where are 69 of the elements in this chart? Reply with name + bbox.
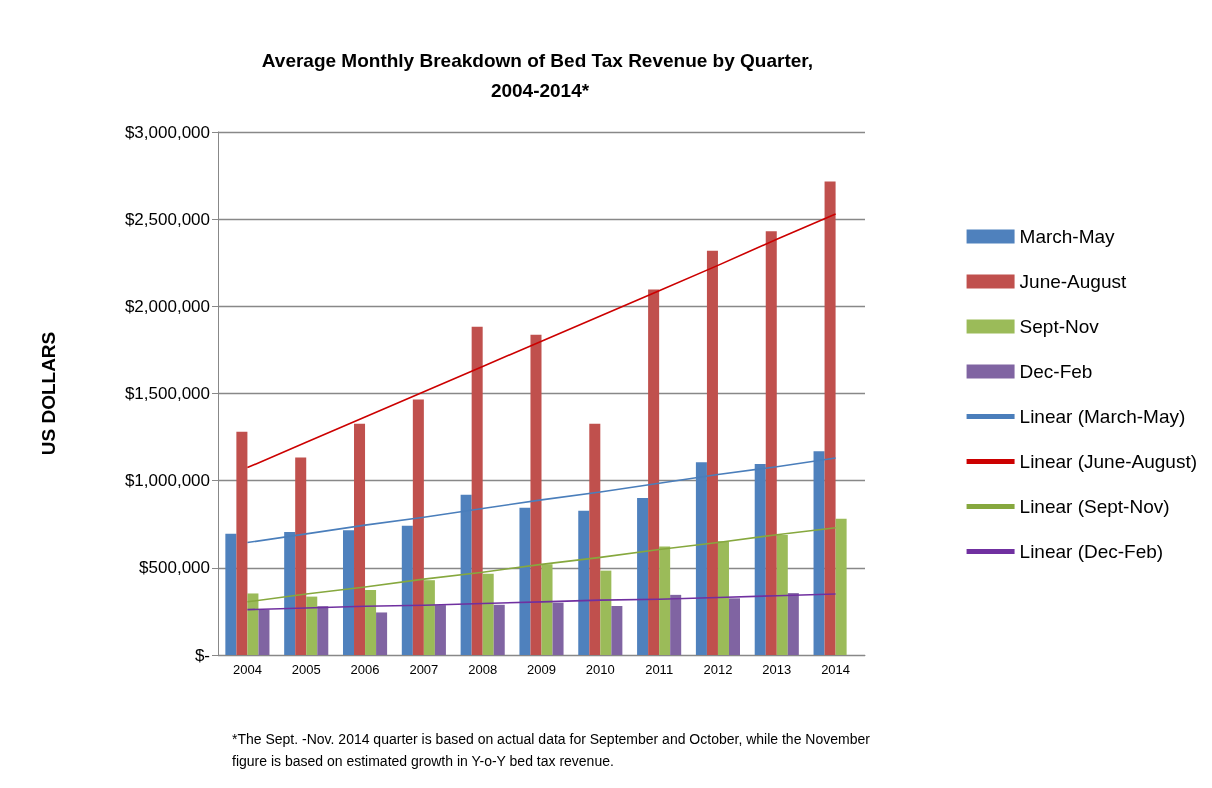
- bar: [471, 326, 483, 655]
- bar: [728, 598, 741, 655]
- x-tick-label: 2011: [645, 662, 674, 677]
- bar: [835, 518, 847, 655]
- bar: [541, 564, 553, 655]
- y-axis-title: US DOLLARS: [38, 331, 59, 456]
- bar: [765, 231, 777, 655]
- bar: [247, 593, 259, 655]
- bar: [365, 589, 377, 655]
- bar: [717, 541, 729, 655]
- x-tick-label: 2009: [527, 662, 556, 677]
- legend-label: Linear (Dec-Feb): [1019, 541, 1164, 562]
- bar: [589, 423, 601, 655]
- x-tick-label: 2007: [409, 662, 439, 677]
- chart-title: Average Monthly Breakdown of Bed Tax Revenue by Quarter, 2004-2014*: [261, 49, 819, 101]
- bar: [530, 334, 542, 655]
- x-tick-label: 2012: [703, 662, 733, 677]
- line-series: [246, 593, 837, 611]
- bar: [493, 604, 505, 655]
- y-tick-label: $1,000,000: [124, 471, 210, 491]
- x-tick-label: 2010: [585, 662, 615, 677]
- bar: [552, 602, 564, 655]
- x-tick-label: 2014: [821, 662, 851, 677]
- legend-label: June-August: [1019, 271, 1127, 292]
- y-tick-label: $2,500,000: [124, 209, 210, 229]
- legend-label: Linear (March-May): [1019, 406, 1186, 427]
- legend-label: March-May: [1019, 226, 1116, 247]
- x-tick-label: 2004: [232, 662, 262, 677]
- bar: [659, 546, 671, 655]
- bar: [482, 573, 494, 655]
- text: *The Sept. -Nov. 2014 quarter is based on actual data for September and October, while the November figure is based on estimated growth in Y-o-Y bed tax revenue.: [232, 731, 874, 769]
- bar: [670, 594, 682, 655]
- x-tick-label: 2005: [291, 662, 321, 677]
- bar: [225, 533, 237, 655]
- bar: [258, 609, 270, 655]
- x-tick-label: 2006: [350, 662, 380, 677]
- y-tick-label: $1,500,000: [124, 384, 210, 403]
- bar: [306, 596, 318, 655]
- bar: [317, 606, 329, 655]
- bar: [354, 423, 366, 655]
- bar: [295, 457, 307, 655]
- x-tick-label: 2008: [468, 662, 498, 677]
- y-tick-label: $2,000,000: [124, 296, 210, 316]
- y-tick-label: $-: [194, 645, 210, 665]
- bar: [578, 510, 590, 655]
- bar: [611, 606, 623, 655]
- bar: [376, 612, 388, 655]
- bar: [787, 593, 799, 655]
- y-tick-label: $500,000: [139, 558, 210, 578]
- bar: [434, 605, 446, 655]
- bar: [423, 580, 435, 655]
- legend-label: Linear (June-August): [1019, 451, 1198, 472]
- bar: [412, 399, 424, 655]
- bar: [401, 525, 413, 655]
- bar: [706, 250, 718, 655]
- bar: [824, 181, 836, 655]
- line-series: [246, 213, 837, 469]
- y-tick-label: $3,000,000: [124, 122, 210, 142]
- bar: [600, 570, 612, 655]
- x-tick-label: 2013: [762, 662, 792, 677]
- bar: [776, 535, 788, 655]
- bar: [519, 507, 531, 655]
- legend-label: Dec-Feb: [1019, 361, 1093, 382]
- legend-label: Linear (Sept-Nov): [1019, 496, 1170, 517]
- line-series: [246, 526, 837, 603]
- bar: [236, 431, 248, 655]
- legend-label: Sept-Nov: [1019, 316, 1100, 337]
- bar: [648, 289, 660, 655]
- bar: [637, 497, 649, 655]
